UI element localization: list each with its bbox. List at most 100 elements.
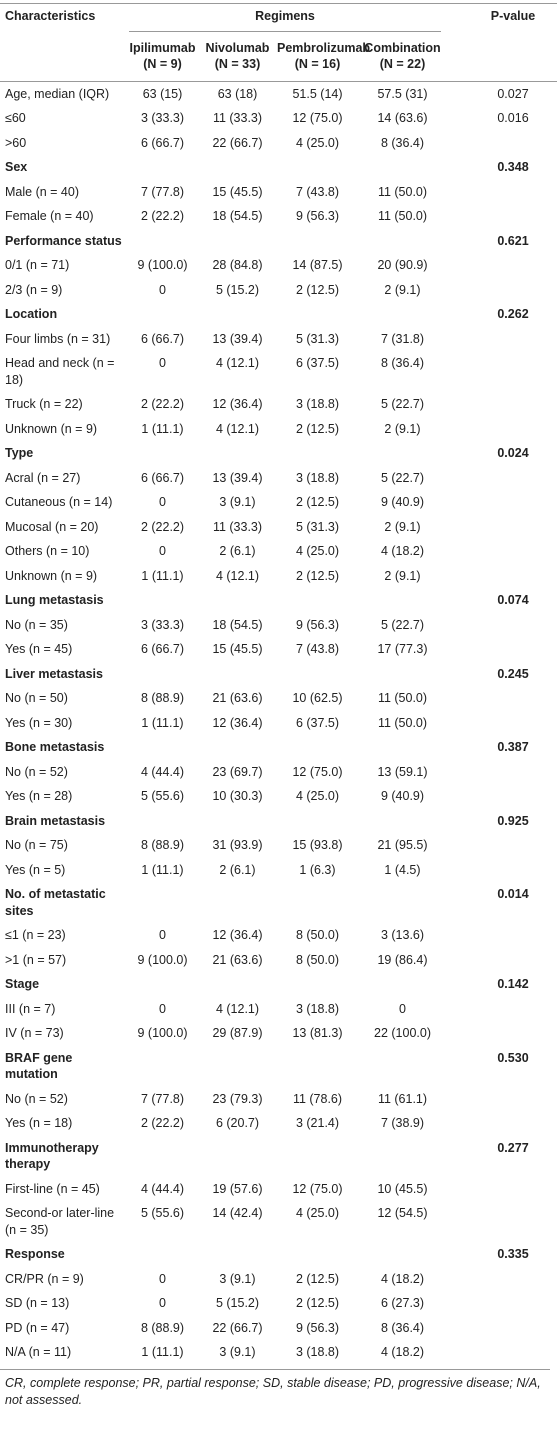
cell: 5 (22.7)	[380, 397, 425, 411]
empty-cell	[125, 809, 445, 834]
row-label: BRAF gene mutation	[5, 1050, 73, 1082]
cell: 11 (50.0)	[377, 209, 428, 223]
cell: 63 (15)	[142, 86, 183, 101]
cell: 2 (12.5)	[295, 282, 340, 297]
cell: 6 (20.7)	[215, 1116, 260, 1130]
empty-header	[445, 35, 557, 82]
table-row: >60 6 (66.7) 22 (66.7) 4 (25.0) 8 (36.4)	[0, 131, 557, 156]
cell: 10 (62.5)	[292, 691, 343, 705]
cell: 4 (18.2)	[380, 1271, 425, 1286]
table-row: Acral (n = 27) 6 (66.7) 13 (39.4) 3 (18.8) 5…	[0, 466, 557, 491]
cell: 12 (36.4)	[212, 715, 263, 730]
empty-cell	[125, 735, 445, 760]
cell: 3 (33.3)	[140, 617, 185, 632]
table-row: SD (n = 13) 0 5 (15.2) 2 (12.5) 6 (27.3)	[0, 1291, 557, 1316]
p-value: 0.277	[497, 1140, 529, 1155]
row-label: Four limbs (n = 31)	[5, 331, 111, 346]
section-row: Stage 0.142	[0, 972, 557, 997]
section-row: BRAF gene mutation 0.530	[0, 1046, 557, 1087]
cell: 28 (84.8)	[212, 258, 263, 272]
table-row: Yes (n = 28) 5 (55.6) 10 (30.3) 4 (25.0) 9 (…	[0, 784, 557, 809]
header-regimens: Regimens	[125, 3, 445, 36]
table-row: Unknown (n = 9) 1 (11.1) 4 (12.1) 2 (12.5) 2…	[0, 564, 557, 589]
empty-cell	[445, 784, 557, 809]
section-row: Response 0.335	[0, 1242, 557, 1267]
row-label: Yes (n = 30)	[5, 715, 73, 730]
row-label: Head and neck (n = 18)	[5, 356, 115, 387]
empty-cell	[445, 417, 557, 442]
cell: 6 (66.7)	[140, 331, 185, 346]
p-value: 0.387	[497, 740, 529, 754]
empty-cell	[445, 637, 557, 662]
p-value: 0.335	[497, 1247, 529, 1261]
row-label: Yes (n = 45)	[5, 642, 73, 656]
cell: 11 (78.6)	[292, 1091, 343, 1106]
cell: 5 (31.3)	[295, 331, 340, 346]
cell: 9 (100.0)	[137, 952, 188, 967]
empty-cell	[445, 613, 557, 638]
table-row: No (n = 75) 8 (88.9) 31 (93.9) 15 (93.8) 21 …	[0, 833, 557, 858]
table-row: ≤60 3 (33.3) 11 (33.3) 12 (75.0) 14 (63.6) 0.…	[0, 106, 557, 131]
cell: 4 (12.1)	[215, 421, 260, 436]
cell: 2 (12.5)	[295, 421, 340, 436]
row-label: 2/3 (n = 9)	[5, 282, 63, 297]
section-row: Liver metastasis 0.245	[0, 662, 557, 687]
table-row: Truck (n = 22) 2 (22.2) 12 (36.4) 3 (18.8) 5…	[0, 392, 557, 417]
cell: 12 (36.4)	[212, 397, 263, 411]
cell: 14 (42.4)	[212, 1206, 263, 1220]
cell: 2 (9.1)	[384, 421, 421, 436]
cell: 0	[159, 356, 166, 370]
row-label: No (n = 52)	[5, 1091, 68, 1106]
cell: 12 (54.5)	[377, 1206, 428, 1220]
cell: 9 (56.3)	[295, 617, 340, 632]
p-value: 0.348	[497, 160, 529, 174]
cell: 5 (31.3)	[295, 519, 340, 534]
table-row: PD (n = 47) 8 (88.9) 22 (66.7) 9 (56.3) 8 (3…	[0, 1316, 557, 1341]
empty-cell	[125, 302, 445, 327]
cell: 13 (39.4)	[212, 331, 263, 346]
row-label: Type	[5, 446, 34, 460]
cell: 4 (25.0)	[295, 135, 340, 150]
empty-cell	[125, 588, 445, 613]
empty-cell	[445, 327, 557, 352]
cell: 21 (63.6)	[212, 691, 263, 705]
cell: 21 (63.6)	[212, 952, 263, 967]
table-row: Male (n = 40) 7 (77.8) 15 (45.5) 7 (43.8) 11…	[0, 180, 557, 205]
empty-cell	[125, 155, 445, 180]
cell: 1 (11.1)	[141, 1345, 184, 1359]
row-label: >60	[5, 135, 27, 150]
cell: 0	[159, 928, 166, 942]
cell: 2 (9.1)	[384, 519, 421, 534]
cell: 5 (55.6)	[140, 789, 185, 803]
section-row: Performance status 0.621	[0, 229, 557, 254]
table-row: Yes (n = 18) 2 (22.2) 6 (20.7) 3 (21.4) 7 (3…	[0, 1111, 557, 1136]
table-row: No (n = 52) 7 (77.8) 23 (79.3) 11 (78.6) 11 …	[0, 1087, 557, 1112]
cell: 1 (11.1)	[141, 568, 184, 583]
column-n: (N = 9)	[143, 57, 182, 71]
cell: 4 (25.0)	[295, 1206, 340, 1220]
cell: 9 (100.0)	[137, 1026, 188, 1040]
page: Characteristics Regimens P-value Ipilimu…	[0, 3, 557, 1447]
row-label: Male (n = 40)	[5, 184, 79, 199]
row-label: Acral (n = 27)	[5, 470, 81, 485]
cell: 22 (66.7)	[212, 135, 263, 150]
p-value: 0.262	[497, 307, 529, 321]
empty-cell	[445, 923, 557, 948]
cell: 2 (12.5)	[295, 568, 340, 583]
row-label: 0/1 (n = 71)	[5, 258, 70, 272]
empty-cell	[445, 490, 557, 515]
cell: 4 (12.1)	[215, 1001, 260, 1016]
column-name: Nivolumab	[205, 40, 270, 55]
row-label: No (n = 35)	[5, 617, 68, 632]
footnote: CR, complete response; PR, partial respo…	[0, 1368, 550, 1409]
cell: 29 (87.9)	[212, 1026, 263, 1040]
row-label: Brain metastasis	[5, 813, 106, 828]
row-label: III (n = 7)	[5, 1001, 56, 1016]
cell: 9 (40.9)	[380, 495, 425, 509]
empty-cell	[445, 948, 557, 973]
section-row: Lung metastasis 0.074	[0, 588, 557, 613]
row-label: Others (n = 10)	[5, 544, 90, 558]
cell: 0	[159, 1001, 166, 1016]
table-row: ≤1 (n = 23) 0 12 (36.4) 8 (50.0) 3 (13.6)	[0, 923, 557, 948]
cell: 11 (50.0)	[377, 715, 428, 730]
